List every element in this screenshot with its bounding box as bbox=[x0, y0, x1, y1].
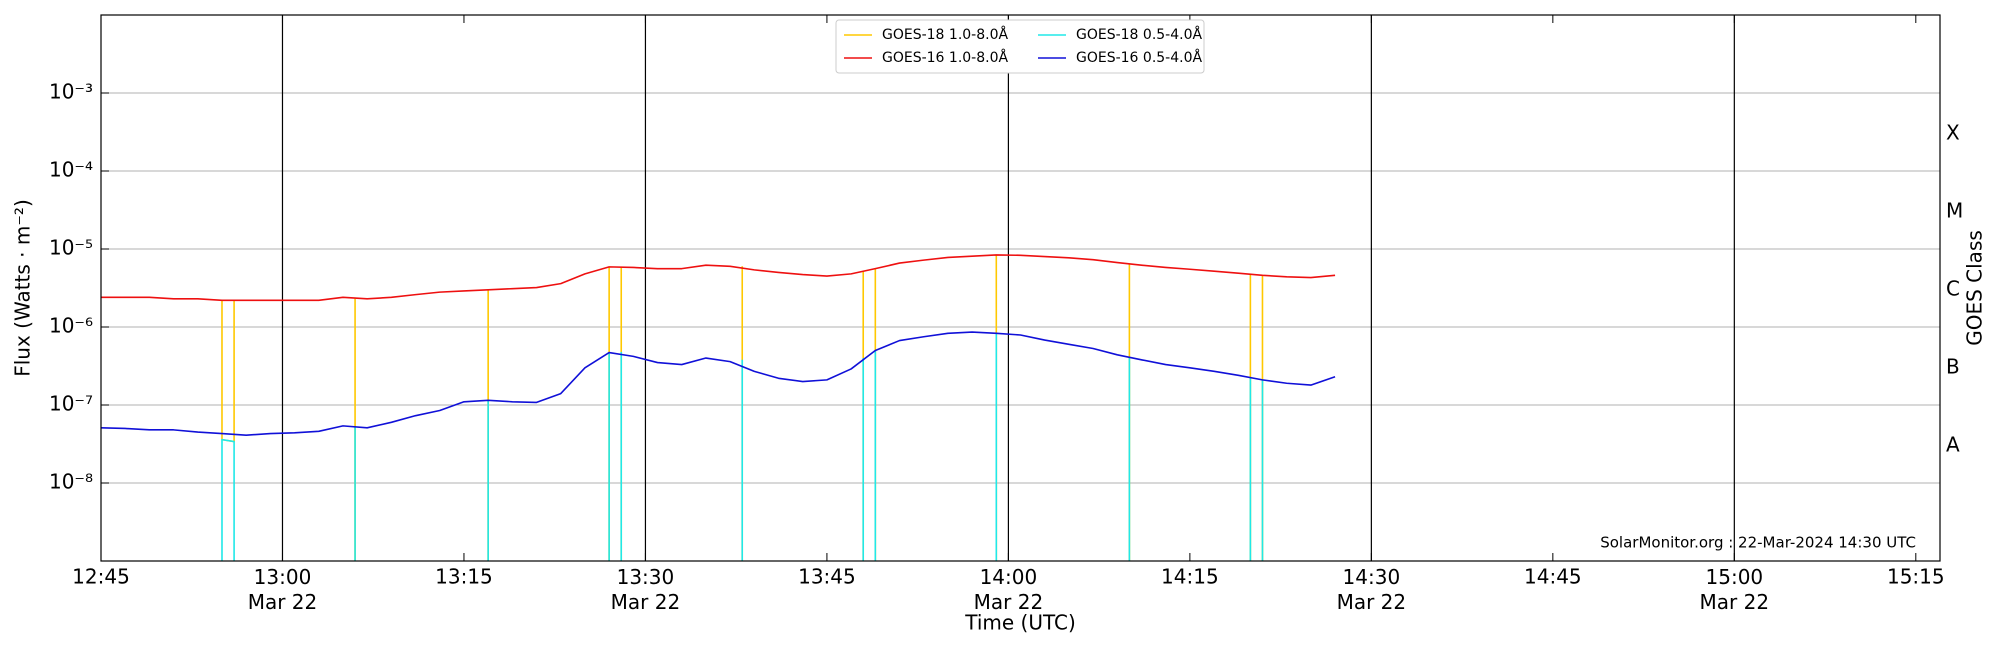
y-axis-label: Flux (Watts · m⁻²) bbox=[11, 199, 35, 377]
x-tick-label: 14:30 Mar 22 bbox=[1337, 565, 1407, 614]
x-tick-label: 15:00 Mar 22 bbox=[1700, 565, 1770, 614]
y-tick-label: 10⁻⁸ bbox=[49, 470, 93, 494]
x-tick-label: 13:00 Mar 22 bbox=[248, 565, 318, 614]
series-line bbox=[221, 333, 1264, 561]
series-line bbox=[101, 254, 1336, 302]
x-tick-label: 13:45 bbox=[798, 565, 856, 589]
x-tick-label: 12:45 bbox=[72, 565, 130, 589]
goes-class-label: X bbox=[1946, 120, 1960, 144]
legend-label: GOES-18 0.5-4.0Å bbox=[1076, 26, 1202, 43]
x-tick-label: 14:15 bbox=[1161, 565, 1219, 589]
y-tick-label: 10⁻⁴ bbox=[49, 158, 93, 182]
x-axis-label: Time (UTC) bbox=[964, 611, 1076, 635]
goes-class-label: M bbox=[1946, 198, 1963, 222]
legend-label: GOES-16 0.5-4.0Å bbox=[1076, 49, 1202, 66]
series-line bbox=[101, 331, 1336, 436]
legend-label: GOES-16 1.0-8.0Å bbox=[882, 49, 1008, 66]
x-tick-label: 13:30 Mar 22 bbox=[611, 565, 681, 614]
x-tick-label: 15:15 bbox=[1887, 565, 1945, 589]
legend-label: GOES-18 1.0-8.0Å bbox=[882, 26, 1008, 43]
x-tick-label: 14:45 bbox=[1524, 565, 1582, 589]
legend-box bbox=[835, 19, 1205, 74]
plot-area bbox=[101, 254, 1336, 561]
y-tick-label: 10⁻⁵ bbox=[49, 236, 93, 260]
y-tick-label: 10⁻⁶ bbox=[49, 314, 93, 338]
plot-frame bbox=[100, 14, 1941, 562]
x-tick-label: 14:00 Mar 22 bbox=[974, 565, 1044, 614]
annotation: SolarMonitor.org : 22-Mar-2024 14:30 UTC bbox=[1600, 534, 1916, 552]
x-tick-label: 13:15 bbox=[435, 565, 493, 589]
y-tick-label: 10⁻⁷ bbox=[49, 392, 93, 416]
goes-class-label: A bbox=[1946, 432, 1960, 456]
goes-class-label: C bbox=[1946, 276, 1960, 300]
y2-axis-label: GOES Class bbox=[1963, 230, 1987, 346]
goes-class-label: B bbox=[1946, 354, 1960, 378]
y-tick-label: 10⁻³ bbox=[49, 80, 93, 104]
